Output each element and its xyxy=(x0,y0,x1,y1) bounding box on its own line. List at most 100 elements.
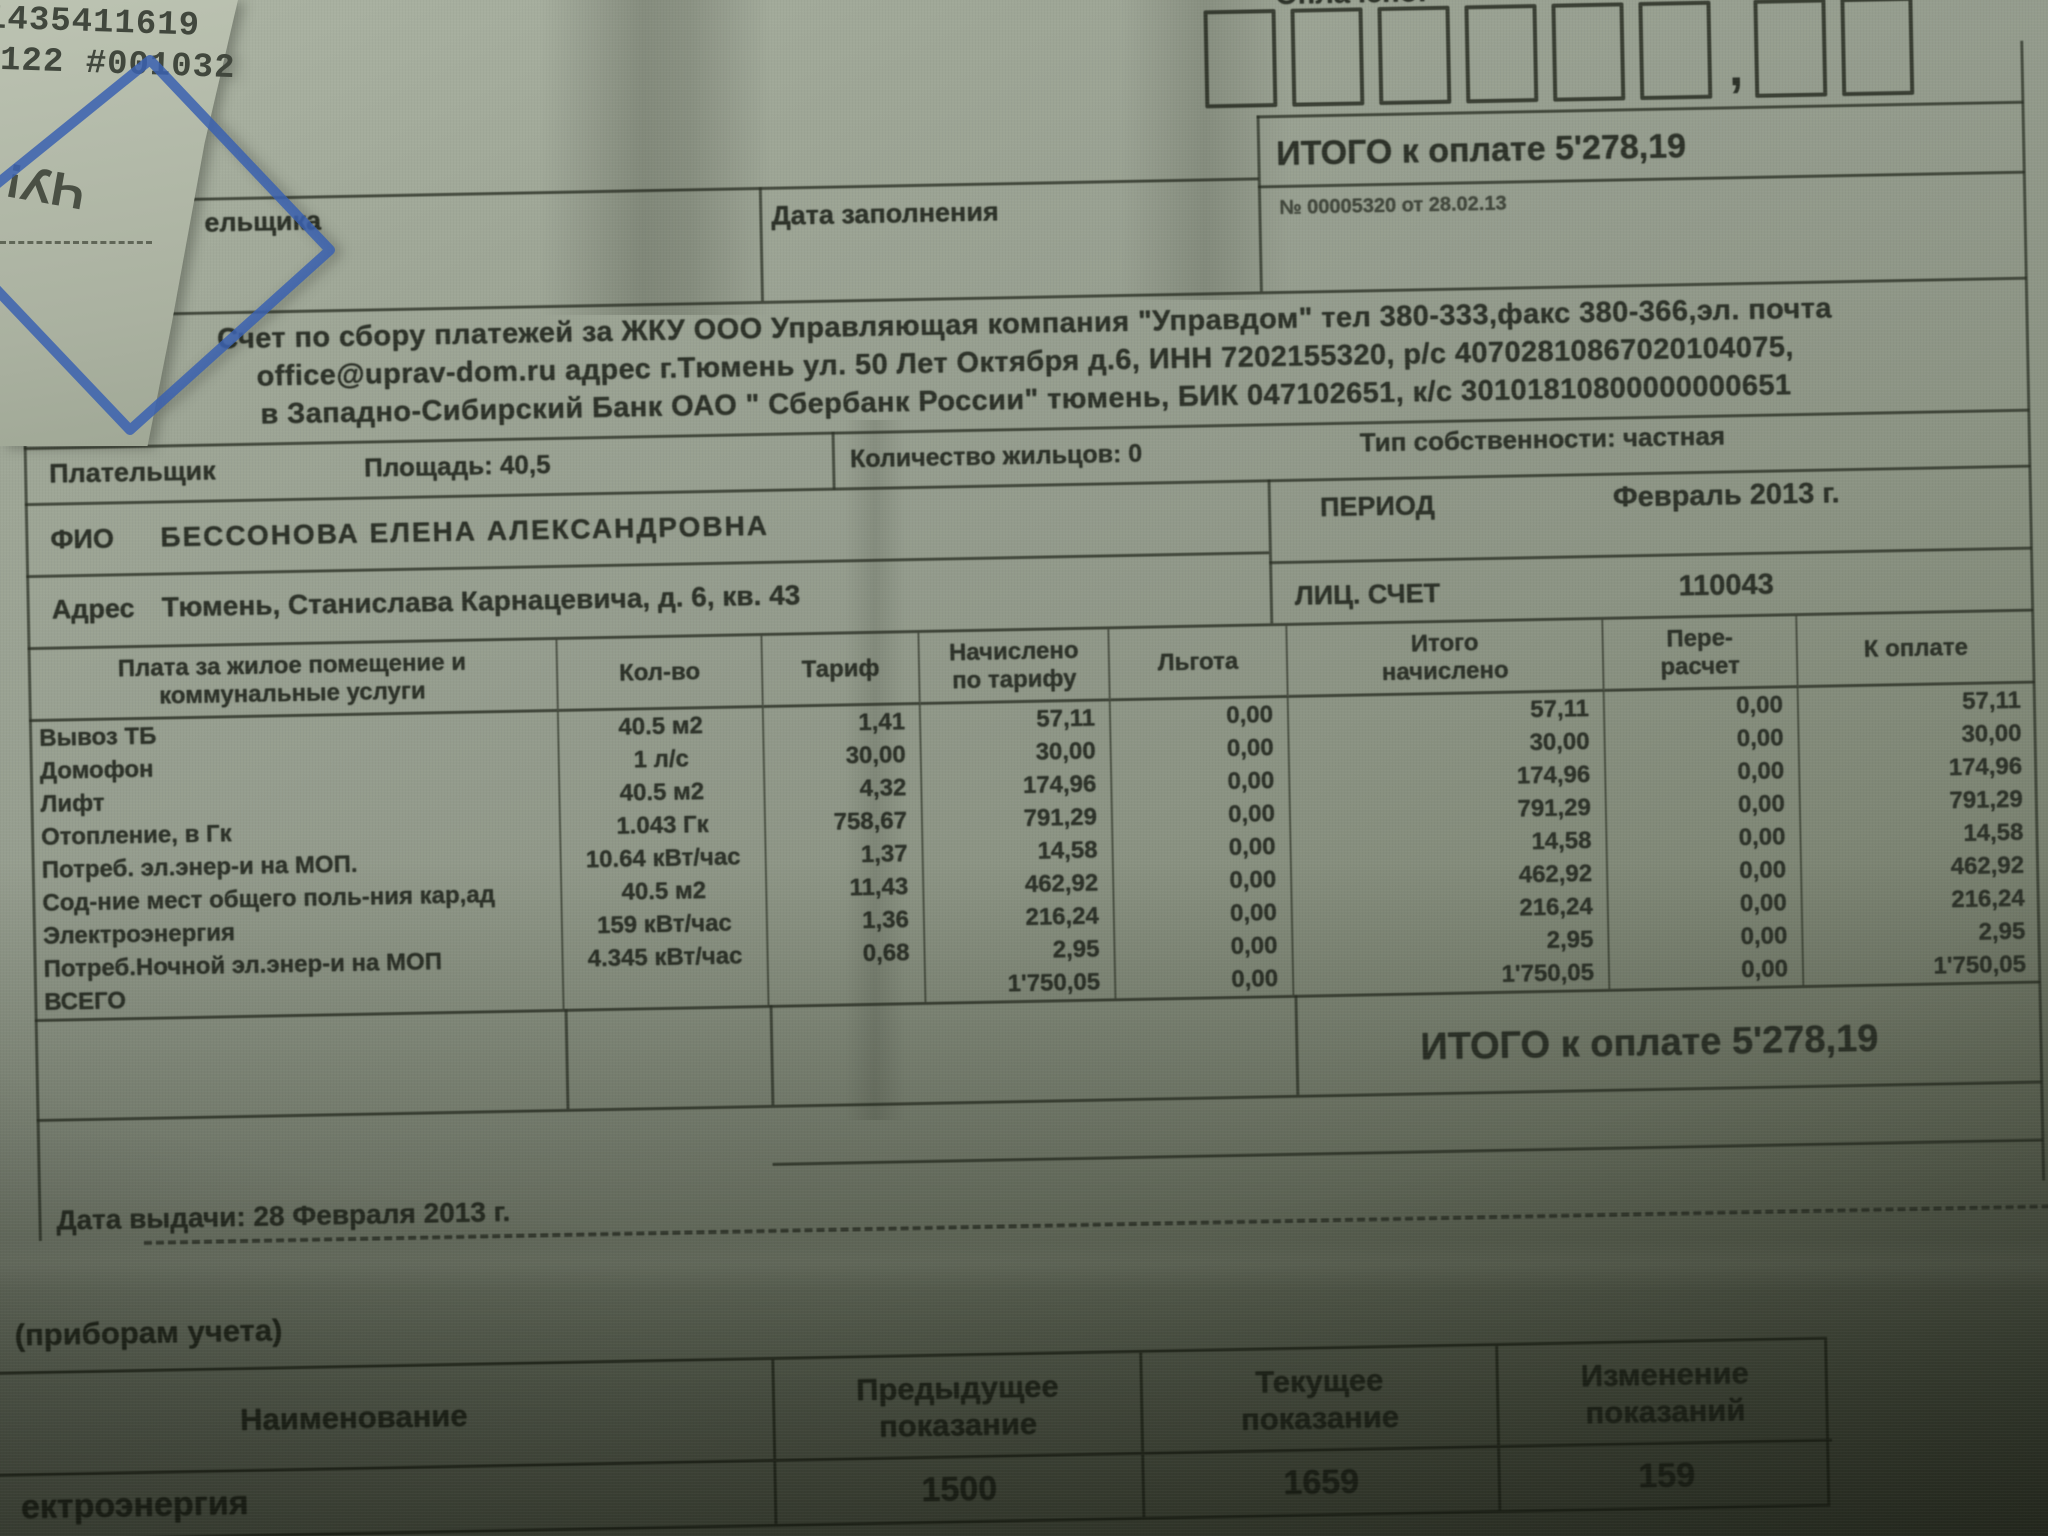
table-cell xyxy=(768,968,927,1005)
receipt-stub: 1435411619 122 #001032 ЧУ! xyxy=(0,0,335,446)
table-cell: 0,00 xyxy=(1609,919,1804,956)
table-cell: 0,00 xyxy=(1113,829,1292,867)
column-header: Итого начислено xyxy=(1287,619,1605,698)
rule xyxy=(36,1080,2043,1123)
table-cell: 791,29 xyxy=(1949,785,2024,815)
table-cell: 0,00 xyxy=(1114,895,1294,933)
table-cell: 1659 xyxy=(1144,1447,1502,1517)
table-cell: 30,00 xyxy=(764,737,923,774)
amount-box xyxy=(1753,0,1828,98)
table-cell: 30,00 xyxy=(1961,719,2022,748)
column-header: Текущее показание xyxy=(1142,1346,1501,1455)
issue-date: Дата выдачи: 28 Февраля 2013 г. xyxy=(56,1195,511,1236)
table-cell: 0,00 xyxy=(1112,763,1291,801)
amount-box xyxy=(1551,2,1626,102)
table-cell: 40.5 м2 xyxy=(560,773,766,811)
table-cell: 0,00 xyxy=(1605,754,1801,791)
table-cell: 0,00 xyxy=(1112,796,1292,834)
table-cell: 0,00 xyxy=(1605,721,1800,758)
table-cell: 791,29 xyxy=(922,800,1114,837)
amount-box xyxy=(1203,9,1278,109)
amount-box xyxy=(1290,7,1365,107)
table-cell: 11,43 xyxy=(766,869,925,906)
table-cell: 216,24 xyxy=(1951,884,2025,914)
rule xyxy=(769,1004,775,1105)
column-header: Начислено по тарифу xyxy=(919,629,1111,705)
table-cell: 216,24 xyxy=(924,899,1116,936)
period-value: Февраль 2013 г. xyxy=(1612,477,1840,514)
column-header: Плата за жилое помещение и коммунальные … xyxy=(27,639,559,723)
fill-date-label: Дата заполнения xyxy=(771,196,999,231)
table-cell: 0,00 xyxy=(1607,820,1802,857)
table-cell: 0,00 xyxy=(1110,697,1290,735)
table-cell: 0,00 xyxy=(1606,787,1802,824)
fio-label: ФИО xyxy=(50,523,115,555)
amount-box xyxy=(1377,5,1452,106)
column-header: Наименование xyxy=(0,1359,777,1479)
column-header: Кол-во xyxy=(557,635,764,712)
document-number: № 00005320 от 28.02.13 xyxy=(1279,192,1507,219)
table-cell: 159 кВт/час xyxy=(562,905,769,943)
table-cell: 30,00 xyxy=(921,734,1113,771)
table-cell: 57,11 xyxy=(1961,686,2022,715)
table-cell: 1.043 Гк xyxy=(560,806,767,844)
table-cell: 1500 xyxy=(776,1454,1146,1524)
table-cell: 1 л/с xyxy=(559,740,766,778)
meter-readings-table: Наименование Предыдущее показание Текущее … xyxy=(0,1336,1833,1536)
rule xyxy=(1269,546,2032,565)
table-cell: 14,58 xyxy=(923,833,1114,870)
amount-box xyxy=(1840,0,1915,97)
rule xyxy=(1267,479,1274,624)
table-cell: 14,58 xyxy=(1963,818,2024,847)
rule xyxy=(564,1008,570,1109)
table-cell: 1'750,05 xyxy=(1933,950,2027,980)
ownership-value: Тип собственности: частная xyxy=(1359,420,1726,458)
amount-box xyxy=(1464,4,1539,104)
table-cell: 174,96 xyxy=(922,767,1113,804)
table-cell: 4,32 xyxy=(765,770,923,807)
rule xyxy=(1294,994,1300,1095)
rule xyxy=(26,551,1269,579)
rule xyxy=(1257,170,2025,189)
rule xyxy=(1256,115,1263,292)
table-cell: 159 xyxy=(1637,1456,1696,1496)
table-cell: 174,96 xyxy=(1948,752,2023,782)
table-cell: 1,37 xyxy=(766,836,924,873)
total-due-top: ИТОГО к оплате 5'278,19 xyxy=(1275,127,1687,174)
grand-total-due: ИТОГО к оплате 5'278,19 xyxy=(1420,1017,1879,1069)
rule xyxy=(758,186,764,301)
table-cell: 0,00 xyxy=(1604,688,1800,725)
table-cell: 0,00 xyxy=(1609,952,1805,989)
table-cell: 0,00 xyxy=(1115,928,1294,966)
column-header: Пере- расчет xyxy=(1603,616,1799,692)
table-cell: 1'750,05 xyxy=(925,965,1117,1002)
table-cell: 0,00 xyxy=(1115,961,1295,999)
charges-table: Плата за жилое помещение и коммунальные … xyxy=(27,608,2041,1023)
table-cell: 0,00 xyxy=(1111,730,1290,768)
period-label: ПЕРИОД xyxy=(1319,490,1436,523)
decimal-comma: , xyxy=(1728,39,1744,98)
column-header: Предыдущее показание xyxy=(774,1352,1145,1462)
rule xyxy=(831,431,836,490)
table-cell: 0,00 xyxy=(1608,886,1804,923)
column-header: Льгота xyxy=(1109,625,1289,702)
address-label: Адрес xyxy=(51,593,135,625)
table-cell: 462,92 xyxy=(1950,851,2025,881)
table-cell: 0,00 xyxy=(1113,862,1293,900)
table-cell: 0,68 xyxy=(768,935,926,972)
table-cell: 758,67 xyxy=(765,803,924,840)
table-cell: 1,36 xyxy=(767,902,926,939)
pen-mark-icon xyxy=(0,55,335,435)
meters-section-label: (приборам учета) xyxy=(14,1312,283,1353)
table-cell: 2,95 xyxy=(925,932,1116,969)
table-cell: 10.64 кВт/час xyxy=(561,839,767,877)
fio-value: БЕССОНОВА ЕЛЕНА АЛЕКСАНДРОВНА xyxy=(160,509,770,553)
table-cell: 1,41 xyxy=(763,704,922,741)
table-cell: 1'750,05 xyxy=(1293,955,1611,995)
residents-value: Количество жильцов: 0 xyxy=(849,439,1143,474)
table-cell: 57,11 xyxy=(920,701,1112,738)
table-cell: 4.345 кВт/час xyxy=(563,938,769,976)
table-cell xyxy=(563,971,770,1009)
column-header: Тариф xyxy=(762,632,921,708)
